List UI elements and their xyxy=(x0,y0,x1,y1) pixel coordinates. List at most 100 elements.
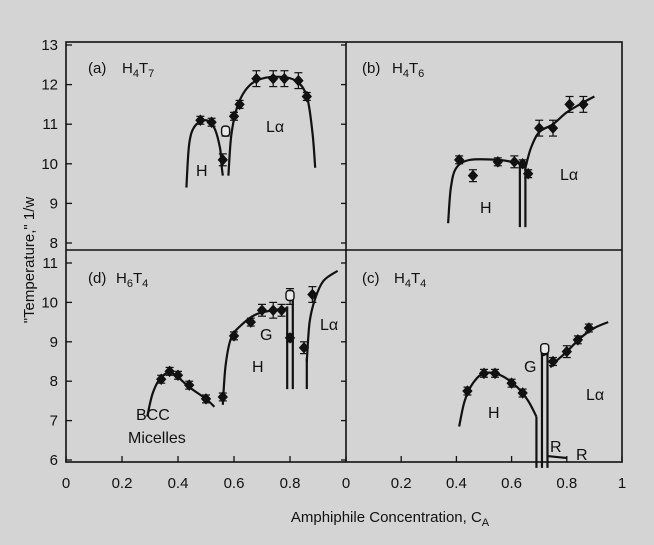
data-point xyxy=(547,122,559,134)
title-letter: T xyxy=(409,60,418,77)
y-tick-label: 8 xyxy=(50,235,58,252)
y-tick-label: 13 xyxy=(41,37,58,54)
x-tick-label: 0.2 xyxy=(391,475,412,492)
data-point xyxy=(172,369,184,382)
data-point xyxy=(284,332,296,344)
data-point xyxy=(164,365,175,378)
data-point-open xyxy=(540,342,550,355)
phase-label: G xyxy=(260,327,272,344)
x-tick-label: 0.6 xyxy=(501,475,522,492)
data-point xyxy=(276,304,287,317)
data-point xyxy=(578,98,589,111)
data-point xyxy=(184,379,195,391)
data-point xyxy=(195,114,206,126)
data-point xyxy=(268,72,279,85)
phase-label: R xyxy=(576,447,588,464)
data-point xyxy=(517,158,528,170)
phase-label: H xyxy=(252,359,264,376)
x-axis-title-subscript: A xyxy=(482,517,490,529)
y-tick-label: 10 xyxy=(41,156,58,173)
y-tick-label: 10 xyxy=(41,294,58,311)
data-point xyxy=(517,387,528,399)
data-point xyxy=(200,393,212,405)
title-letter: H xyxy=(392,60,403,77)
data-point xyxy=(228,110,240,123)
x-tick-label: 0.4 xyxy=(168,475,189,492)
data-point xyxy=(293,74,304,87)
title-subscript: 4 xyxy=(420,278,426,290)
figure-frame xyxy=(65,41,623,463)
data-point xyxy=(572,334,584,346)
data-point xyxy=(228,330,240,342)
x-tick-label: 0.8 xyxy=(280,475,301,492)
panel-title: H4T7 xyxy=(122,60,154,80)
x-tick-label: 0.6 xyxy=(224,475,245,492)
panel-title: H4T6 xyxy=(392,60,424,80)
x-tick-label: 0 xyxy=(62,475,70,492)
panel-label: (b) xyxy=(362,60,380,77)
data-point xyxy=(245,316,256,328)
data-point xyxy=(583,322,595,334)
plot-frame xyxy=(65,41,623,463)
phase-label: H xyxy=(196,163,208,180)
data-point xyxy=(564,98,575,111)
y-tick-label: 9 xyxy=(50,334,58,351)
data-point xyxy=(298,341,310,354)
phase-label: H xyxy=(480,200,492,217)
data-point xyxy=(234,98,245,111)
data-point xyxy=(509,156,520,168)
title-subscript: 4 xyxy=(133,68,139,80)
data-point xyxy=(489,367,501,380)
phase-boundary-r xyxy=(547,454,567,460)
panel-label: (a) xyxy=(88,60,106,77)
title-subscript: 6 xyxy=(127,278,133,290)
y-tick-label: 6 xyxy=(50,452,58,469)
title-letter: H xyxy=(116,270,127,287)
data-point-open xyxy=(220,125,231,137)
data-point xyxy=(561,345,572,358)
title-letter: T xyxy=(139,60,148,77)
title-letter: H xyxy=(122,60,133,77)
x-tick-label: 0 xyxy=(342,475,350,492)
phase-label: H xyxy=(488,405,500,422)
x-axis-title: Amphiphile Concentration, CA xyxy=(291,509,490,529)
title-letter: H xyxy=(394,270,405,287)
y-tick-label: 8 xyxy=(50,373,58,390)
data-point xyxy=(307,288,318,301)
phase-boundary-l xyxy=(305,269,339,362)
x-tick-label: 0.4 xyxy=(446,475,467,492)
x-axis-title-main: Amphiphile Concentration, C xyxy=(291,509,482,526)
x-tick-label: 1 xyxy=(618,475,626,492)
data-point xyxy=(467,169,479,182)
title-subscript: 4 xyxy=(405,278,411,290)
data-point xyxy=(251,72,262,85)
data-point xyxy=(156,373,167,385)
title-letter: T xyxy=(411,270,420,287)
x-tick-label: 0.2 xyxy=(112,475,133,492)
data-point xyxy=(279,72,290,85)
phase-label: BCC xyxy=(136,407,170,424)
y-tick-label: 11 xyxy=(42,255,58,272)
y-tick-label: 11 xyxy=(42,116,58,133)
data-point xyxy=(547,355,559,368)
y-axis-title: "Temperature," 1/w xyxy=(21,197,38,324)
y-tick-label: 12 xyxy=(41,77,58,94)
phase-label: R xyxy=(550,439,562,456)
phase-label: Lα xyxy=(320,317,338,334)
x-tick-label: 0.8 xyxy=(556,475,577,492)
data-point-open xyxy=(285,289,295,302)
title-subscript: 4 xyxy=(142,278,148,290)
panel-title: H4T4 xyxy=(394,270,426,290)
phase-label: G xyxy=(524,359,536,376)
data-point xyxy=(453,154,465,166)
data-point xyxy=(462,385,473,397)
panel-label: (c) xyxy=(362,270,380,287)
data-point xyxy=(492,156,503,168)
phase-boundary-l xyxy=(549,321,609,369)
phase-label: Lα xyxy=(266,119,284,136)
